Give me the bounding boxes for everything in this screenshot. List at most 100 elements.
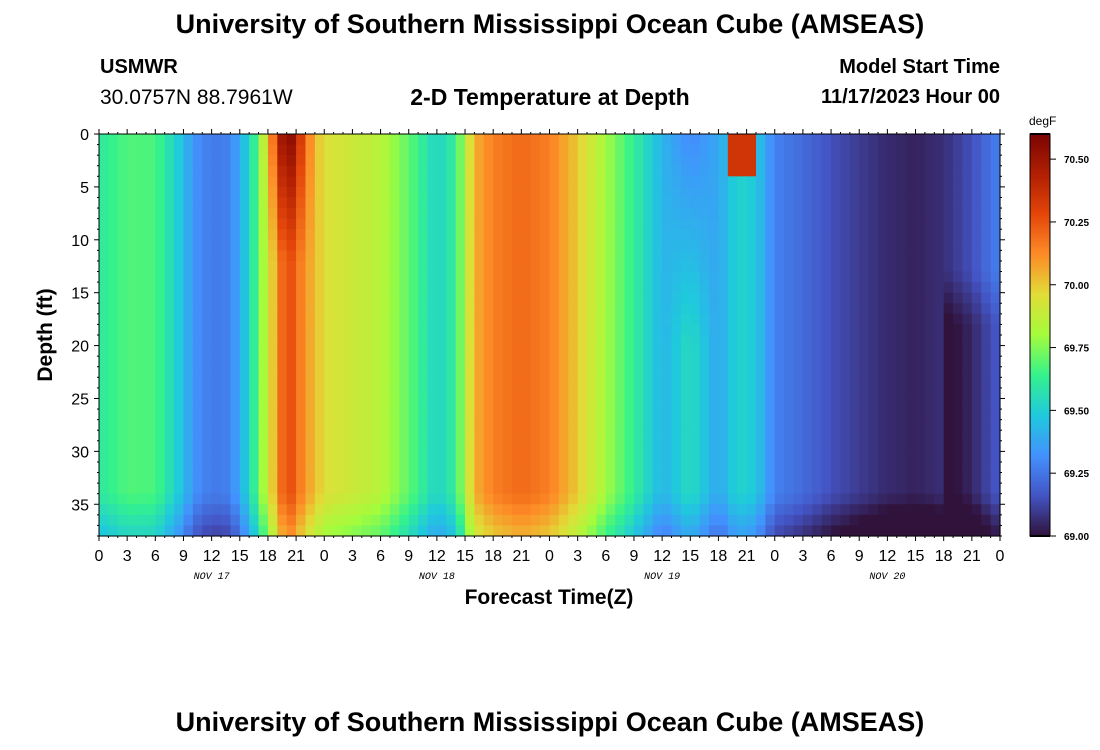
heatmap-cell <box>380 197 391 209</box>
heatmap-cell <box>680 483 691 495</box>
heatmap-cell <box>239 260 250 273</box>
heatmap-cell <box>267 387 278 400</box>
heatmap-cell <box>446 303 457 315</box>
heatmap-cell <box>408 483 419 495</box>
heatmap-cell <box>981 514 992 527</box>
heatmap-cell <box>502 292 513 304</box>
x-tick-label: 18 <box>935 548 953 565</box>
heatmap-cell <box>267 165 278 177</box>
heatmap-cell <box>793 430 804 442</box>
heatmap-cell <box>624 377 635 389</box>
heatmap-cell <box>662 504 673 516</box>
heatmap-cell <box>587 260 598 273</box>
x-tick-label: 3 <box>798 548 807 565</box>
heatmap-cell <box>577 504 588 516</box>
heatmap-cell <box>577 366 588 378</box>
heatmap-cell <box>840 387 851 400</box>
heatmap-cell <box>192 483 203 495</box>
heatmap-cell <box>971 345 982 357</box>
heatmap-cell <box>99 419 109 431</box>
heatmap-cell <box>755 419 766 431</box>
heatmap-cell <box>568 155 579 167</box>
heatmap-cell <box>549 387 560 400</box>
heatmap-cell <box>849 504 860 516</box>
heatmap-cell <box>906 430 917 442</box>
heatmap-cell <box>352 324 363 336</box>
heatmap-cell <box>258 514 269 527</box>
heatmap-cell <box>540 525 551 537</box>
heatmap-cell <box>690 430 701 442</box>
heatmap-cell <box>267 324 278 336</box>
heatmap-cell <box>943 186 954 199</box>
heatmap-cell <box>511 208 522 220</box>
heatmap-cell <box>314 440 325 452</box>
heatmap-cell <box>465 356 476 368</box>
heatmap-cell <box>849 313 860 326</box>
heatmap-cell <box>183 335 194 347</box>
heatmap-cell <box>249 239 260 251</box>
heatmap-cell <box>427 504 438 516</box>
heatmap-cell <box>239 525 250 537</box>
heatmap-cell <box>418 282 429 294</box>
heatmap-cell <box>343 345 354 357</box>
heatmap-cell <box>127 387 138 400</box>
heatmap-cell <box>192 250 203 262</box>
heatmap-cell <box>305 430 316 442</box>
heatmap-cell <box>718 313 729 326</box>
heatmap-cell <box>239 197 250 209</box>
heatmap-cell <box>530 440 541 452</box>
heatmap-cell <box>662 186 673 199</box>
heatmap-cell <box>643 451 654 463</box>
heatmap-cell <box>399 292 410 304</box>
heatmap-cell <box>483 377 494 389</box>
heatmap-cell <box>652 186 663 199</box>
heatmap-cell <box>465 345 476 357</box>
heatmap-cell <box>849 377 860 389</box>
heatmap-cell <box>164 335 175 347</box>
heatmap-cell <box>192 176 203 188</box>
heatmap-cell <box>605 504 616 516</box>
heatmap-cell <box>399 525 410 537</box>
heatmap-cell <box>239 313 250 326</box>
heatmap-cell <box>774 176 785 188</box>
heatmap-cell <box>399 260 410 273</box>
heatmap-cell <box>802 218 813 230</box>
heatmap-cell <box>633 155 644 167</box>
heatmap-cell <box>981 451 992 463</box>
heatmap-cell <box>502 260 513 273</box>
x-tick-label: 21 <box>512 548 530 565</box>
heatmap-cell <box>418 186 429 199</box>
heatmap-cell <box>314 356 325 368</box>
heatmap-cell <box>953 313 964 326</box>
heatmap-cell <box>840 461 851 474</box>
heatmap-cell <box>924 430 935 442</box>
heatmap-cell <box>174 303 185 315</box>
heatmap-cell <box>643 282 654 294</box>
heatmap-cell <box>849 208 860 220</box>
heatmap-cell <box>389 377 400 389</box>
heatmap-cell <box>221 303 231 315</box>
heatmap-cell <box>239 472 250 484</box>
heatmap-cell <box>990 144 1001 156</box>
heatmap-cell <box>117 292 128 304</box>
heatmap-cell <box>737 186 748 199</box>
heatmap-cell <box>652 271 663 283</box>
heatmap-cell <box>493 430 504 442</box>
heatmap-cell <box>915 366 926 378</box>
heatmap-cell <box>915 514 926 527</box>
heatmap-cell <box>371 419 382 431</box>
heatmap-cell <box>230 144 241 156</box>
heatmap-cell <box>183 155 194 167</box>
heatmap-cell <box>333 345 344 357</box>
heatmap-cell <box>380 208 391 220</box>
heatmap-cell <box>221 430 231 442</box>
heatmap-cell <box>831 504 842 516</box>
heatmap-cell <box>352 165 363 177</box>
heatmap-cell <box>164 387 175 400</box>
heatmap-cell <box>680 155 691 167</box>
heatmap-cell <box>971 165 982 177</box>
heatmap-cell <box>924 387 935 400</box>
heatmap-cell <box>971 419 982 431</box>
heatmap-cell <box>249 525 260 537</box>
heatmap-cell <box>981 504 992 516</box>
